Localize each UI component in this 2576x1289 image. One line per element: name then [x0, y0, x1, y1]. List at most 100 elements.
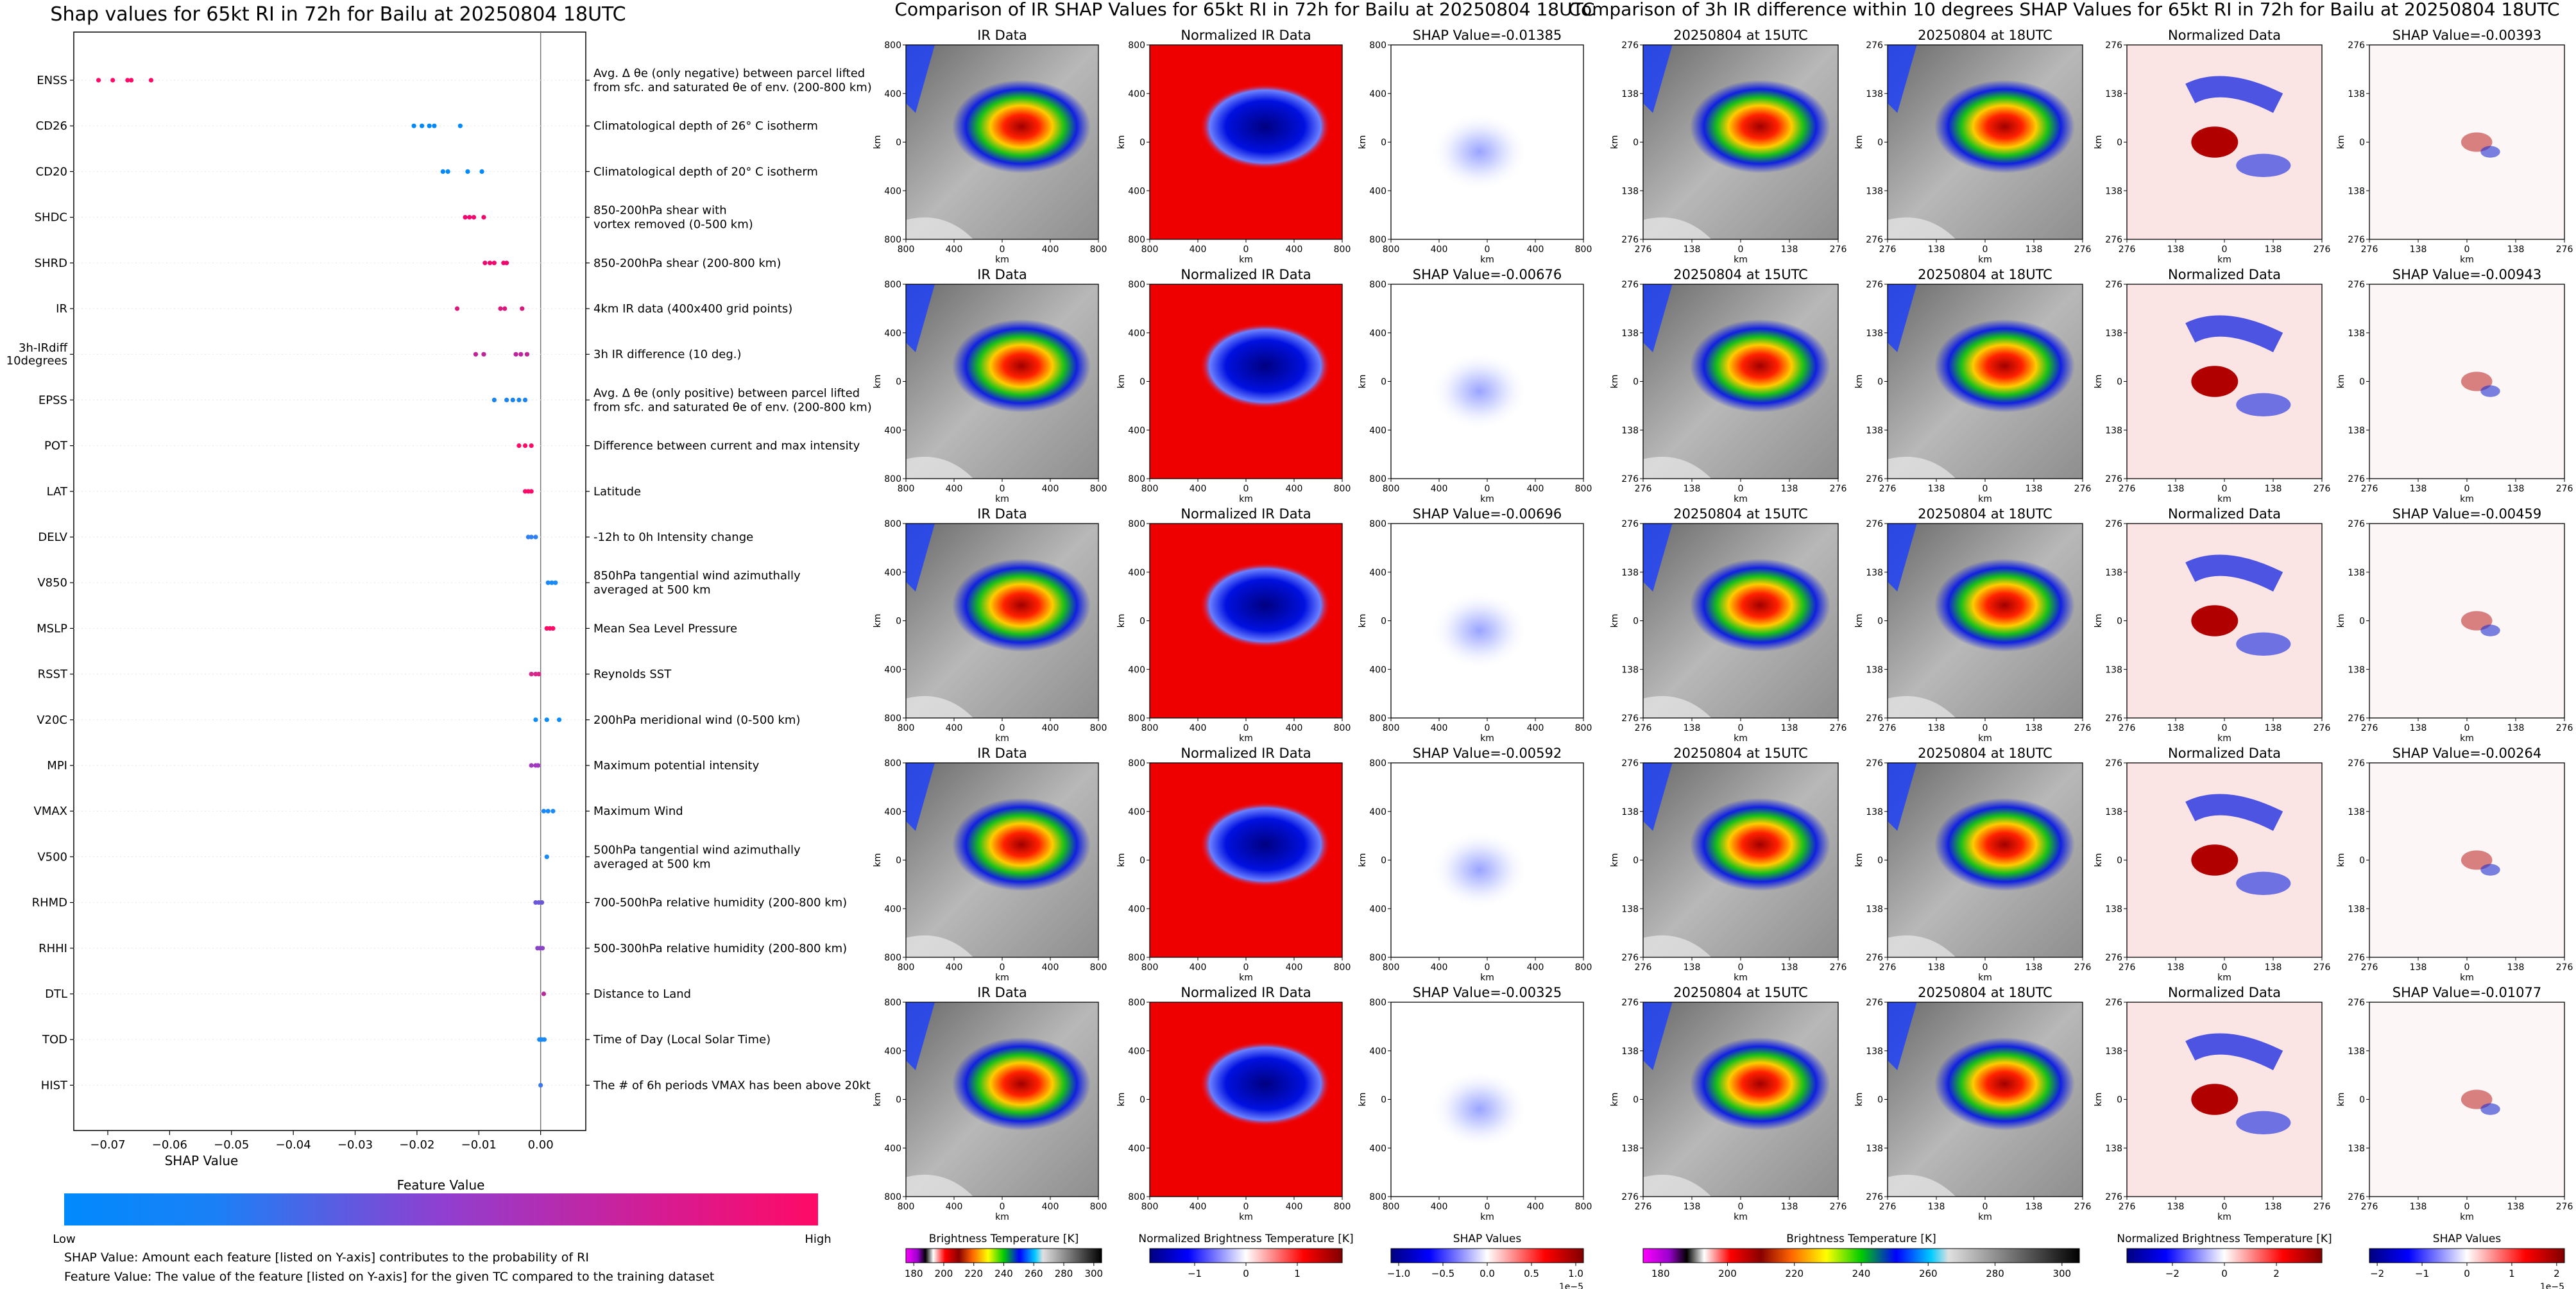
colorbar-brightness-temperature-k: Brightness Temperature [K] 180 200 220 240 26…: [905, 1233, 1103, 1279]
feature-value-label: Feature Value: [397, 1177, 485, 1193]
shap-point-epss: [504, 397, 509, 403]
feature-label-3h-irdiff-10degrees: 3h-IRdiff 10degrees: [6, 341, 68, 368]
xtick-label: 138: [2265, 244, 2282, 255]
feature-label-line: SHRD: [35, 257, 67, 270]
colorbar-brightness-temperature-k: Brightness Temperature [K] 180 200 220 240 26…: [1642, 1233, 2080, 1279]
ytick-label: 0: [1381, 138, 1386, 148]
shap-point-epss: [522, 397, 528, 403]
ir-diff-comparison-grid: 20250804 at 15UTC 276 138 0 138 276 276 138 0 138…: [1610, 28, 2573, 1222]
ytick-label: 400: [1128, 425, 1145, 436]
xtick-label: 276: [1830, 962, 1847, 973]
shap-point-cd26: [427, 123, 432, 128]
xtick-label: 0: [1243, 484, 1249, 494]
ytick-label: 276: [1621, 1192, 1639, 1202]
ytick-label: 138: [1866, 807, 1883, 817]
shap-point-cd26: [411, 123, 416, 128]
colorbar-gradient: [2126, 1248, 2323, 1263]
feature-desc-line: averaged at 500 km: [593, 857, 711, 871]
ytick-label: 400: [884, 1143, 901, 1154]
ytick-label: 800: [1369, 998, 1386, 1008]
feature-desc-line: Maximum Wind: [593, 805, 683, 818]
ytick-label: 138: [2348, 904, 2365, 914]
feature-label-line: DELV: [38, 531, 67, 544]
ytick-label: 276: [2105, 474, 2122, 484]
panel-image-norm: [1150, 45, 1342, 239]
y-axis-label: km: [1854, 135, 1864, 149]
colorbars: Brightness Temperature [K]180 200 220 240 26…: [905, 1233, 2565, 1289]
ytick-label: 138: [1866, 425, 1883, 436]
ytick-label: 276: [1866, 998, 1883, 1008]
colorbar-tick-label: 260: [1919, 1268, 1938, 1279]
xtick-label: 0: [1000, 244, 1005, 255]
xtick-label: 0: [1485, 244, 1490, 255]
feature-label-hist: HIST: [41, 1079, 68, 1092]
ytick-label: 138: [2348, 807, 2365, 817]
xtick-label: 138: [2265, 1202, 2282, 1212]
ytick-label: 138: [1621, 89, 1639, 99]
ytick-label: 138: [1621, 807, 1639, 817]
y-axis-label: km: [2336, 853, 2346, 867]
ytick-label: 138: [1621, 1143, 1639, 1154]
shap-point-v850: [553, 580, 558, 585]
ytick-label: 400: [1369, 1046, 1386, 1057]
feature-desc-v500: 500hPa tangential wind azimuthally averag…: [593, 843, 801, 871]
ytick-label: 0: [1381, 1095, 1386, 1105]
feature-label-delv: DELV: [38, 531, 67, 544]
shap-point-ir: [454, 306, 460, 311]
feature-desc-shrd: 850-200hPa shear (200-800 km): [593, 257, 781, 270]
xtick-label: 800: [1334, 484, 1351, 494]
ytick-label: 400: [1369, 425, 1386, 436]
ytick-label: 800: [1369, 519, 1386, 529]
xtick-label: −0.06: [152, 1138, 187, 1152]
ytick-label: 138: [2105, 89, 2122, 99]
xtick-label: 276: [1830, 484, 1847, 494]
xtick-label: 800: [1090, 962, 1107, 973]
ytick-label: 276: [1866, 474, 1883, 484]
shap-point-mslp: [550, 626, 556, 631]
feature-label-line: DTL: [45, 987, 67, 1001]
xtick-label: 276: [2119, 962, 2136, 973]
xtick-label: 276: [2361, 723, 2378, 733]
ytick-label: 138: [2105, 1143, 2122, 1154]
xtick-label: 0: [2222, 1202, 2228, 1212]
shap-plot-frame: [73, 31, 586, 1131]
x-axis-label: km: [1978, 494, 1992, 504]
xtick-label: 400: [1190, 962, 1207, 973]
xtick-label: 0: [1738, 962, 1744, 973]
xtick-label: 800: [1090, 1202, 1107, 1212]
feature-desc-3h-irdiff-10degrees: 3h IR difference (10 deg.): [593, 348, 742, 361]
x-axis-label: km: [2217, 1212, 2231, 1222]
panel-image-ndiff: [2127, 284, 2322, 479]
ytick-label: 276: [2105, 235, 2122, 245]
xtick-label: 138: [1928, 1202, 1945, 1212]
xtick-label: 800: [1575, 723, 1592, 733]
feature-label-rhmd: RHMD: [32, 896, 67, 910]
xtick-label: 276: [2119, 723, 2136, 733]
ytick-label: 400: [1128, 807, 1145, 817]
y-axis-label: km: [1610, 135, 1620, 149]
ytick-label: 276: [1621, 519, 1639, 529]
xtick-label: 276: [1879, 1202, 1897, 1212]
feature-label-vmax: VMAX: [34, 805, 68, 818]
shap-point-cd20: [479, 169, 484, 174]
panel-title: 20250804 at 15UTC: [1673, 746, 1808, 761]
colorbar-tick-label: 0: [2221, 1268, 2228, 1279]
x-axis-label: km: [995, 1212, 1009, 1222]
feature-desc-cd20: Climatological depth of 20° C isotherm: [593, 165, 818, 178]
ytick-label: 800: [884, 474, 901, 484]
feature-desc-line: 500hPa tangential wind azimuthally: [593, 843, 801, 857]
xtick-label: 138: [2167, 962, 2185, 973]
x-axis-label: km: [2460, 1212, 2474, 1222]
feature-label-line: SHDC: [35, 211, 67, 225]
xtick-label: 800: [1090, 244, 1107, 255]
feature-value-colorbar: [64, 1193, 818, 1225]
feature-desc-rsst: Reynolds SST: [593, 668, 672, 681]
xtick-label: 0: [1000, 484, 1005, 494]
xtick-label: 400: [1527, 244, 1544, 255]
panel-image-dshap: [2369, 524, 2564, 718]
xtick-label: −0.07: [90, 1138, 125, 1152]
xtick-label: 800: [1090, 723, 1107, 733]
